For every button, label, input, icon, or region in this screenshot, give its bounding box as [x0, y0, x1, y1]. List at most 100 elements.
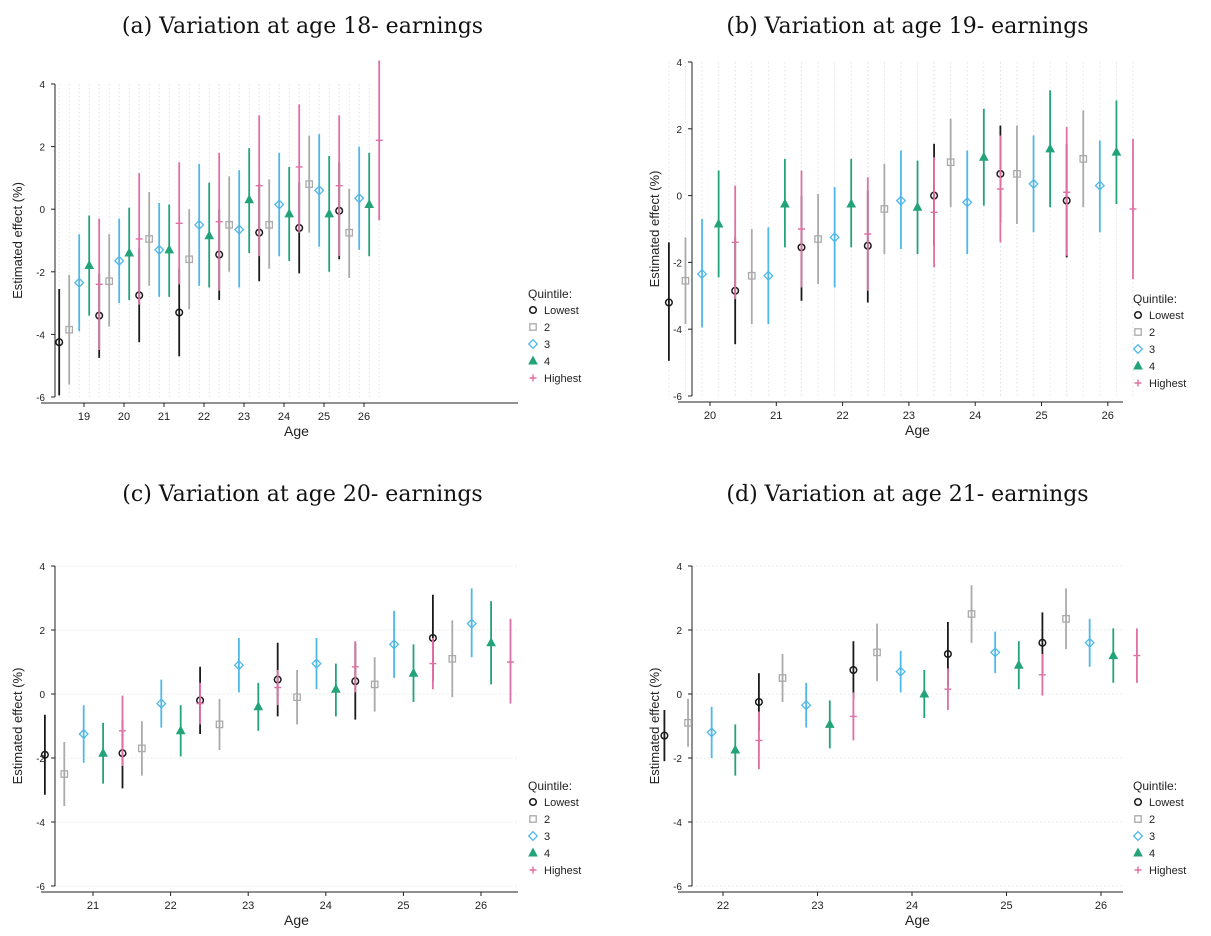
- point-marker: [1134, 379, 1142, 387]
- point-marker: [175, 308, 184, 317]
- point-marker: [1013, 659, 1024, 669]
- point-marker: [528, 305, 538, 315]
- x-tick-label: 26: [475, 900, 487, 912]
- y-axis-label: Estimated effect (%): [10, 182, 25, 299]
- series-2: [681, 110, 1088, 325]
- y-tick-label: -4: [673, 818, 682, 829]
- point-marker: [185, 255, 194, 264]
- legend: Quintile: Lowest 2 3 4 Highest: [1132, 292, 1186, 390]
- point-marker: [331, 683, 341, 693]
- point-marker: [684, 718, 692, 727]
- legend-item: 2: [1134, 327, 1155, 339]
- legend-title: Quintile:: [1133, 779, 1177, 793]
- point-marker: [873, 648, 881, 657]
- x-axis: 22 23 24 25 26 Age: [678, 891, 1123, 928]
- x-tick-label: 23: [903, 410, 915, 422]
- x-tick-label: 21: [87, 900, 99, 912]
- legend-item: Highest: [529, 373, 581, 385]
- point-marker: [846, 198, 857, 208]
- panel-a: (a) Variation at age 18- earnings -6 -4 -2…: [0, 0, 605, 468]
- legend-item: Lowest: [1133, 797, 1184, 809]
- y-tick-label: -2: [673, 754, 682, 765]
- y-tick-label: 0: [676, 690, 682, 701]
- point-marker: [1063, 188, 1071, 196]
- point-marker: [1028, 178, 1039, 190]
- point-marker: [528, 355, 538, 365]
- legend-label: Highest: [1149, 865, 1186, 877]
- y-axis: -6 -4 -2 0 2 4 Estimated effect (%): [647, 58, 693, 403]
- x-tick-label: 26: [358, 411, 370, 423]
- y-tick-label: 0: [676, 192, 682, 203]
- legend-label: Highest: [544, 865, 581, 877]
- x-tick-label: 24: [906, 900, 918, 912]
- point-marker: [755, 736, 763, 744]
- point-marker: [1129, 205, 1137, 213]
- point-marker: [255, 182, 263, 190]
- legend: Quintile: Lowest 2 3 4 Highest: [527, 287, 581, 385]
- x-tick-label: 26: [1095, 900, 1107, 912]
- point-marker: [849, 712, 857, 720]
- y-tick-label: -2: [673, 258, 682, 269]
- point-marker: [78, 728, 89, 740]
- point-marker: [1133, 310, 1143, 320]
- panel-d: (d) Variation at age 21- earnings -6 -4 -2…: [605, 468, 1210, 936]
- y-tick-label: -4: [673, 325, 682, 336]
- gridlines: [55, 565, 518, 887]
- point-marker: [1132, 343, 1144, 355]
- point-marker: [138, 744, 146, 753]
- legend-label: Lowest: [1149, 310, 1184, 322]
- point-marker: [118, 727, 126, 735]
- x-axis-label: Age: [905, 912, 930, 928]
- point-marker: [193, 219, 205, 231]
- y-axis: -6 -4 -2 0 2 4 Estimated effect (%): [10, 80, 56, 404]
- point-marker: [731, 238, 739, 246]
- point-marker: [153, 244, 165, 256]
- point-marker: [506, 658, 514, 666]
- point-marker: [713, 218, 724, 228]
- point-marker: [233, 224, 245, 235]
- gridlines: [692, 565, 1123, 887]
- point-marker: [1013, 170, 1021, 178]
- x-tick-label: 19: [78, 411, 90, 423]
- point-marker: [1111, 146, 1122, 156]
- legend-item: Highest: [1134, 378, 1186, 390]
- legend-item: 4: [528, 847, 550, 860]
- series-2: [65, 135, 354, 385]
- legend-label: 4: [1149, 361, 1155, 373]
- point-marker: [375, 136, 383, 144]
- legend-item: 3: [1132, 343, 1155, 356]
- legend-title: Quintile:: [528, 287, 572, 301]
- y-tick-label: 2: [39, 626, 45, 637]
- point-marker: [944, 685, 952, 693]
- y-tick-label: -6: [673, 392, 682, 403]
- y-tick-label: 4: [39, 562, 45, 573]
- y-axis: -6 -4 -2 0 2 4 Estimated effect (%): [10, 562, 56, 893]
- point-marker: [40, 750, 49, 759]
- series-highest: [755, 628, 1141, 770]
- point-marker: [1133, 797, 1143, 807]
- x-tick-label: 21: [770, 410, 782, 422]
- legend: Quintile: Lowest 2 3 4 Highest: [1132, 779, 1186, 877]
- legend-label: 2: [1149, 327, 1155, 339]
- point-marker: [800, 699, 812, 711]
- point-marker: [1045, 143, 1055, 153]
- legend: Quintile: Lowest 2 3 4 Highest: [527, 779, 581, 877]
- point-marker: [196, 700, 204, 708]
- legend-item: 3: [1132, 830, 1155, 843]
- point-marker: [681, 276, 690, 285]
- legend-title: Quintile:: [528, 779, 572, 793]
- y-tick-label: -4: [36, 818, 45, 829]
- point-marker: [273, 199, 285, 210]
- legend-label: 2: [544, 814, 550, 826]
- point-marker: [345, 228, 354, 237]
- point-marker: [486, 637, 496, 647]
- legend-label: Highest: [1149, 378, 1186, 390]
- point-marker: [1133, 847, 1143, 857]
- legend-label: Lowest: [544, 797, 579, 809]
- series-2: [60, 620, 457, 806]
- y-tick-label: 2: [676, 125, 682, 136]
- point-marker: [293, 693, 301, 702]
- panel-title: (c) Variation at age 20- earnings: [122, 482, 483, 507]
- y-tick-label: 4: [676, 562, 682, 573]
